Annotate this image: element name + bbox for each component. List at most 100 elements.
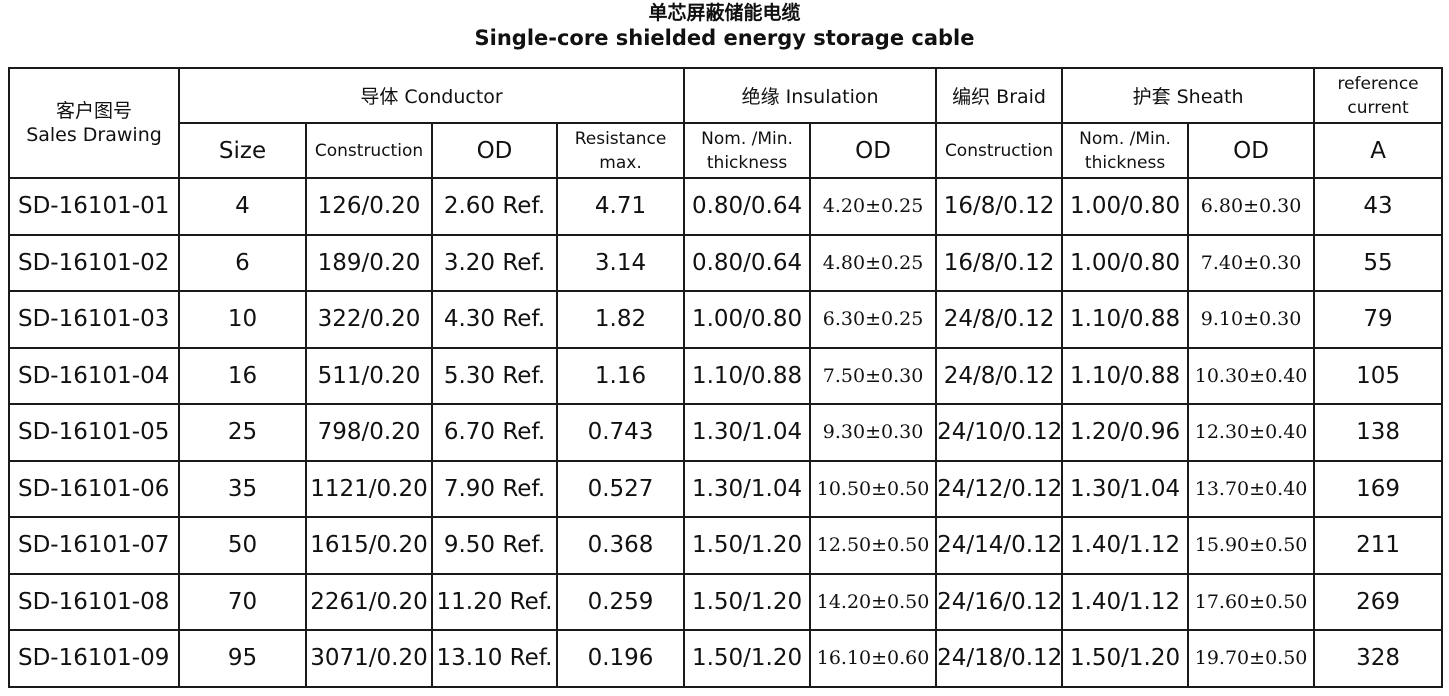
cell-size: 50 [178,516,307,575]
header-size: Size [178,122,307,179]
header-resistance-l2: max. [599,152,642,173]
cell-construction: 189/0.20 [305,233,433,292]
table-row: SD-16101-08 70 2261/0.20 11.20 Ref. 0.25… [8,572,1444,631]
cell-sheath-thickness: 1.00/0.80 [1061,233,1190,292]
cell-size: 35 [178,459,307,518]
cell-sheath-od: 10.30±0.40 [1187,346,1316,405]
table-row: SD-16101-02 6 189/0.20 3.20 Ref. 3.14 0.… [8,233,1444,292]
header-resistance: Resistance max. [555,122,686,179]
cell-drawing: SD-16101-01 [8,177,180,236]
cell-size: 4 [178,177,307,236]
cell-current: 43 [1313,177,1444,236]
cell-insulation-od: 6.30±0.25 [809,290,938,349]
cell-size: 70 [178,572,307,631]
cell-construction: 3071/0.20 [305,629,433,688]
cell-insulation-od: 14.20±0.50 [809,572,938,631]
cell-sheath-od: 15.90±0.50 [1187,516,1316,575]
header-drawing-en: Sales Drawing [26,124,162,146]
cell-resistance: 1.82 [555,290,686,349]
cell-od: 11.20 Ref. [431,572,558,631]
cell-insulation-thickness: 1.00/0.80 [683,290,812,349]
cell-sheath-thickness: 1.10/0.88 [1061,290,1190,349]
cell-current: 328 [1313,629,1444,688]
cell-drawing: SD-16101-08 [8,572,180,631]
cell-sheath-od: 12.30±0.40 [1187,403,1316,462]
cell-sheath-thickness: 1.50/1.20 [1061,629,1190,688]
cell-od: 4.30 Ref. [431,290,558,349]
cell-insulation-thickness: 1.30/1.04 [683,459,812,518]
cell-drawing: SD-16101-02 [8,233,180,292]
cell-od: 6.70 Ref. [431,403,558,462]
cell-insulation-od: 4.20±0.25 [809,177,938,236]
cell-construction: 1615/0.20 [305,516,433,575]
cell-construction: 1121/0.20 [305,459,433,518]
cell-current: 269 [1313,572,1444,631]
table-row: SD-16101-09 95 3071/0.20 13.10 Ref. 0.19… [8,629,1444,688]
cell-current: 105 [1313,346,1444,405]
cell-insulation-thickness: 1.30/1.04 [683,403,812,462]
cell-current: 211 [1313,516,1444,575]
cell-insulation-od: 12.50±0.50 [809,516,938,575]
cell-od: 9.50 Ref. [431,516,558,575]
cable-spec-table: 客户图号 Sales Drawing 导体 Conductor 绝缘 Insul… [8,67,1444,688]
header-od: OD [431,122,558,179]
header-resistance-l1: Resistance [574,128,667,149]
cell-construction: 511/0.20 [305,346,433,405]
cell-size: 6 [178,233,307,292]
cell-resistance: 0.196 [555,629,686,688]
table-row: SD-16101-04 16 511/0.20 5.30 Ref. 1.16 1… [8,346,1444,405]
cell-size: 16 [178,346,307,405]
cell-sheath-thickness: 1.40/1.12 [1061,572,1190,631]
cell-size: 25 [178,403,307,462]
cell-insulation-thickness: 1.50/1.20 [683,516,812,575]
header-group-row: 客户图号 Sales Drawing 导体 Conductor 绝缘 Insul… [8,67,1444,179]
header-sheath-thickness: Nom. /Min. thickness [1061,122,1190,179]
header-insulation: 绝缘 Insulation [683,67,938,124]
cell-braid: 24/18/0.12 [935,629,1064,688]
cell-resistance: 0.743 [555,403,686,462]
cell-braid: 24/10/0.12 [935,403,1064,462]
header-sales-drawing: 客户图号 Sales Drawing [8,67,180,179]
cell-current: 138 [1313,403,1444,462]
cell-insulation-od: 7.50±0.30 [809,346,938,405]
cell-sheath-od: 17.60±0.50 [1187,572,1316,631]
title-chinese: 单芯屏蔽储能电缆 [648,2,801,24]
cell-current: 55 [1313,233,1444,292]
header-insulation-od: OD [809,122,938,179]
header-sh-thk-l1: Nom. /Min. [1079,128,1171,149]
cell-drawing: SD-16101-04 [8,346,180,405]
cell-insulation-thickness: 1.10/0.88 [683,346,812,405]
cell-construction: 798/0.20 [305,403,433,462]
cell-sheath-thickness: 1.10/0.88 [1061,346,1190,405]
header-reference-l1: reference [1337,73,1419,94]
title-block: 单芯屏蔽储能电缆 Single-core shielded energy sto… [0,0,1449,52]
table-body: SD-16101-01 4 126/0.20 2.60 Ref. 4.71 0.… [8,177,1444,688]
header-sheath-od: OD [1187,122,1316,179]
cell-current: 169 [1313,459,1444,518]
table-row: SD-16101-01 4 126/0.20 2.60 Ref. 4.71 0.… [8,177,1444,236]
cell-braid: 16/8/0.12 [935,233,1064,292]
cell-insulation-od: 4.80±0.25 [809,233,938,292]
header-sub-row: Size Construction OD Resistance max. Nom… [9,122,1444,179]
cell-sheath-thickness: 1.00/0.80 [1061,177,1190,236]
cell-resistance: 3.14 [555,233,686,292]
cell-braid: 24/8/0.12 [935,290,1064,349]
header-ins-thk-l1: Nom. /Min. [701,128,793,149]
cell-sheath-thickness: 1.40/1.12 [1061,516,1190,575]
header-sheath: 护套 Sheath [1061,67,1316,124]
cell-sheath-thickness: 1.30/1.04 [1061,459,1190,518]
cell-drawing: SD-16101-07 [8,516,180,575]
cell-resistance: 1.16 [555,346,686,405]
cell-insulation-od: 9.30±0.30 [809,403,938,462]
cell-size: 10 [178,290,307,349]
header-drawing-cn: 客户图号 [55,100,132,122]
header-braid-construction: Construction [935,122,1064,179]
cell-od: 2.60 Ref. [431,177,558,236]
cell-insulation-od: 10.50±0.50 [809,459,938,518]
header-insulation-thickness: Nom. /Min. thickness [683,122,812,179]
cell-braid: 24/12/0.12 [935,459,1064,518]
cell-insulation-thickness: 1.50/1.20 [683,572,812,631]
cell-sheath-od: 9.10±0.30 [1187,290,1316,349]
header-sh-thk-l2: thickness [1084,152,1166,173]
cell-drawing: SD-16101-05 [8,403,180,462]
